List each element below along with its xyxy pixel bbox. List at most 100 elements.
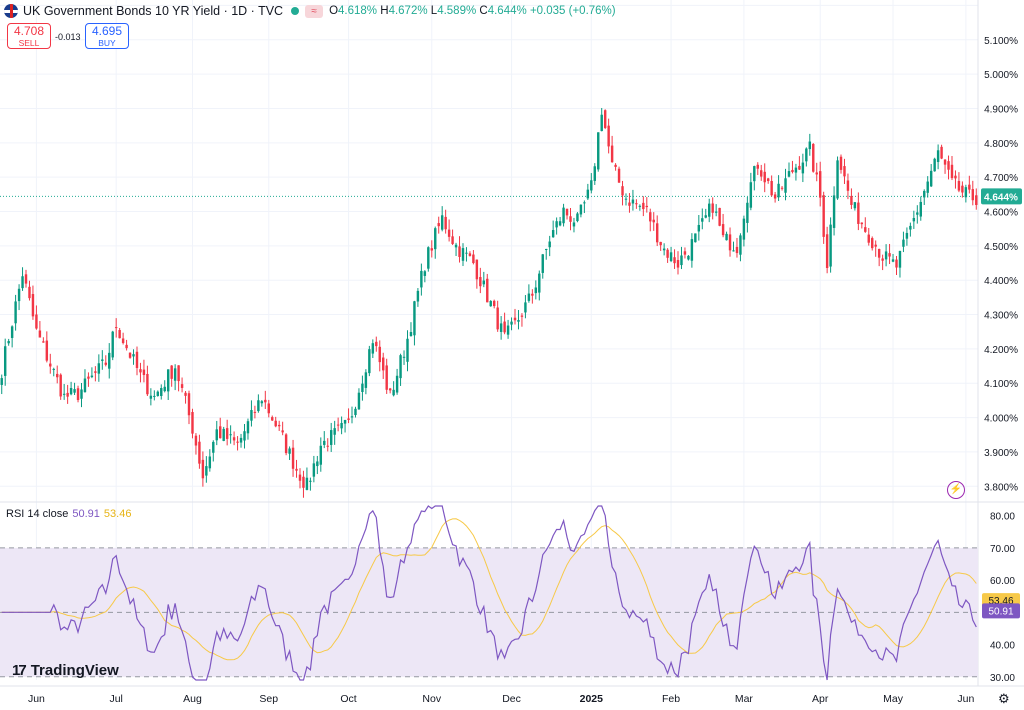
gear-icon[interactable]: ⚙ — [998, 691, 1010, 706]
candle-body — [739, 235, 742, 255]
candle-body — [257, 400, 260, 412]
candle-body — [444, 216, 447, 230]
candle-body — [173, 368, 177, 381]
candle-body — [728, 234, 732, 251]
candle-body — [975, 195, 978, 205]
buy-button[interactable]: 4.695 BUY — [85, 23, 129, 49]
time-tick-label: Jul — [109, 693, 122, 705]
rsi-value: 50.91 — [72, 508, 100, 520]
candle-body — [666, 249, 669, 258]
candle-body — [184, 392, 187, 396]
candle-body — [812, 143, 815, 172]
candle-body — [638, 205, 642, 207]
candle-body — [225, 428, 229, 439]
time-tick-label: Mar — [735, 693, 754, 705]
candle-body — [420, 270, 423, 288]
candle-body — [406, 338, 409, 362]
candle-body — [531, 293, 534, 296]
candle-body — [492, 300, 496, 307]
candle-body — [454, 244, 458, 248]
candle-body — [447, 229, 451, 237]
candle-body — [323, 440, 326, 445]
candle-body — [867, 234, 870, 243]
candle-body — [97, 363, 101, 374]
rsi-ma-line — [1, 518, 977, 661]
candle-body — [264, 399, 267, 403]
candle-body — [565, 208, 569, 216]
candle-body — [451, 236, 454, 244]
candle-body — [139, 369, 142, 373]
candle-body — [877, 249, 881, 258]
candle-body — [569, 216, 572, 222]
candle-body — [909, 225, 912, 230]
candle-body — [440, 215, 444, 230]
candle-body — [232, 437, 236, 441]
candle-body — [14, 301, 17, 324]
candle-body — [545, 248, 548, 250]
candle-body — [607, 125, 610, 147]
candle-body — [472, 254, 475, 264]
candle-body — [132, 354, 135, 357]
candle-body — [576, 213, 579, 222]
candle-body — [298, 474, 302, 481]
symbol-title[interactable]: UK Government Bonds 10 YR Yield · 1D · T… — [23, 4, 284, 18]
candle-body — [694, 233, 697, 243]
candle-body — [517, 320, 520, 322]
bolt-icon[interactable]: ⚡ — [947, 481, 965, 499]
candle-body — [499, 323, 503, 332]
candle-body — [628, 202, 631, 206]
candle-body — [805, 148, 808, 162]
rsi-legend[interactable]: RSI 14 close 50.91 53.46 — [6, 508, 131, 520]
price-tick-label: 4.600% — [984, 208, 1018, 219]
candle-body — [305, 477, 309, 490]
candle-body — [614, 164, 617, 167]
candle-body — [66, 392, 69, 397]
candle-body — [732, 250, 735, 252]
candle-body — [815, 172, 818, 175]
candlestick-series — [0, 107, 978, 498]
candle-body — [31, 294, 35, 317]
candle-body — [662, 248, 666, 251]
candle-body — [309, 480, 312, 482]
candle-body — [676, 260, 680, 268]
candle-body — [434, 228, 437, 250]
candle-body — [770, 180, 773, 196]
candle-body — [655, 223, 659, 243]
candle-body — [316, 461, 319, 467]
candle-body — [357, 392, 361, 410]
candle-body — [597, 132, 600, 170]
market-status-icon[interactable] — [291, 7, 300, 15]
candle-body — [260, 401, 264, 404]
candle-body — [385, 365, 388, 390]
candle-body — [919, 201, 922, 217]
time-tick-label: Nov — [422, 693, 441, 705]
sell-button[interactable]: 4.708 SELL — [7, 23, 51, 49]
candle-body — [680, 255, 683, 266]
candle-body — [73, 389, 76, 393]
candle-body — [583, 202, 586, 204]
time-tick-label: May — [883, 693, 904, 705]
candle-body — [690, 239, 694, 261]
candle-body — [912, 217, 916, 222]
candle-body — [392, 389, 395, 396]
candle-body — [378, 346, 381, 363]
candle-body — [271, 417, 274, 421]
candle-body — [0, 378, 3, 385]
candle-body — [10, 326, 14, 338]
compare-wave-icon[interactable]: ≈ — [305, 4, 324, 18]
candle-body — [42, 341, 45, 343]
price-tick-label: 5.100% — [984, 36, 1018, 47]
spread-value: -0.013 — [55, 32, 81, 42]
candle-body — [160, 388, 163, 396]
candle-body — [375, 341, 378, 347]
price-tick-label: 4.300% — [984, 311, 1018, 322]
uk-flag-icon — [4, 4, 18, 18]
candle-body — [808, 141, 812, 150]
candle-body — [895, 259, 898, 268]
candle-body — [104, 362, 107, 365]
candle-body — [742, 218, 746, 240]
price-tick-label: 4.500% — [984, 242, 1018, 253]
tradingview-logo: 17 TradingView — [12, 662, 119, 679]
candle-body — [798, 165, 801, 170]
